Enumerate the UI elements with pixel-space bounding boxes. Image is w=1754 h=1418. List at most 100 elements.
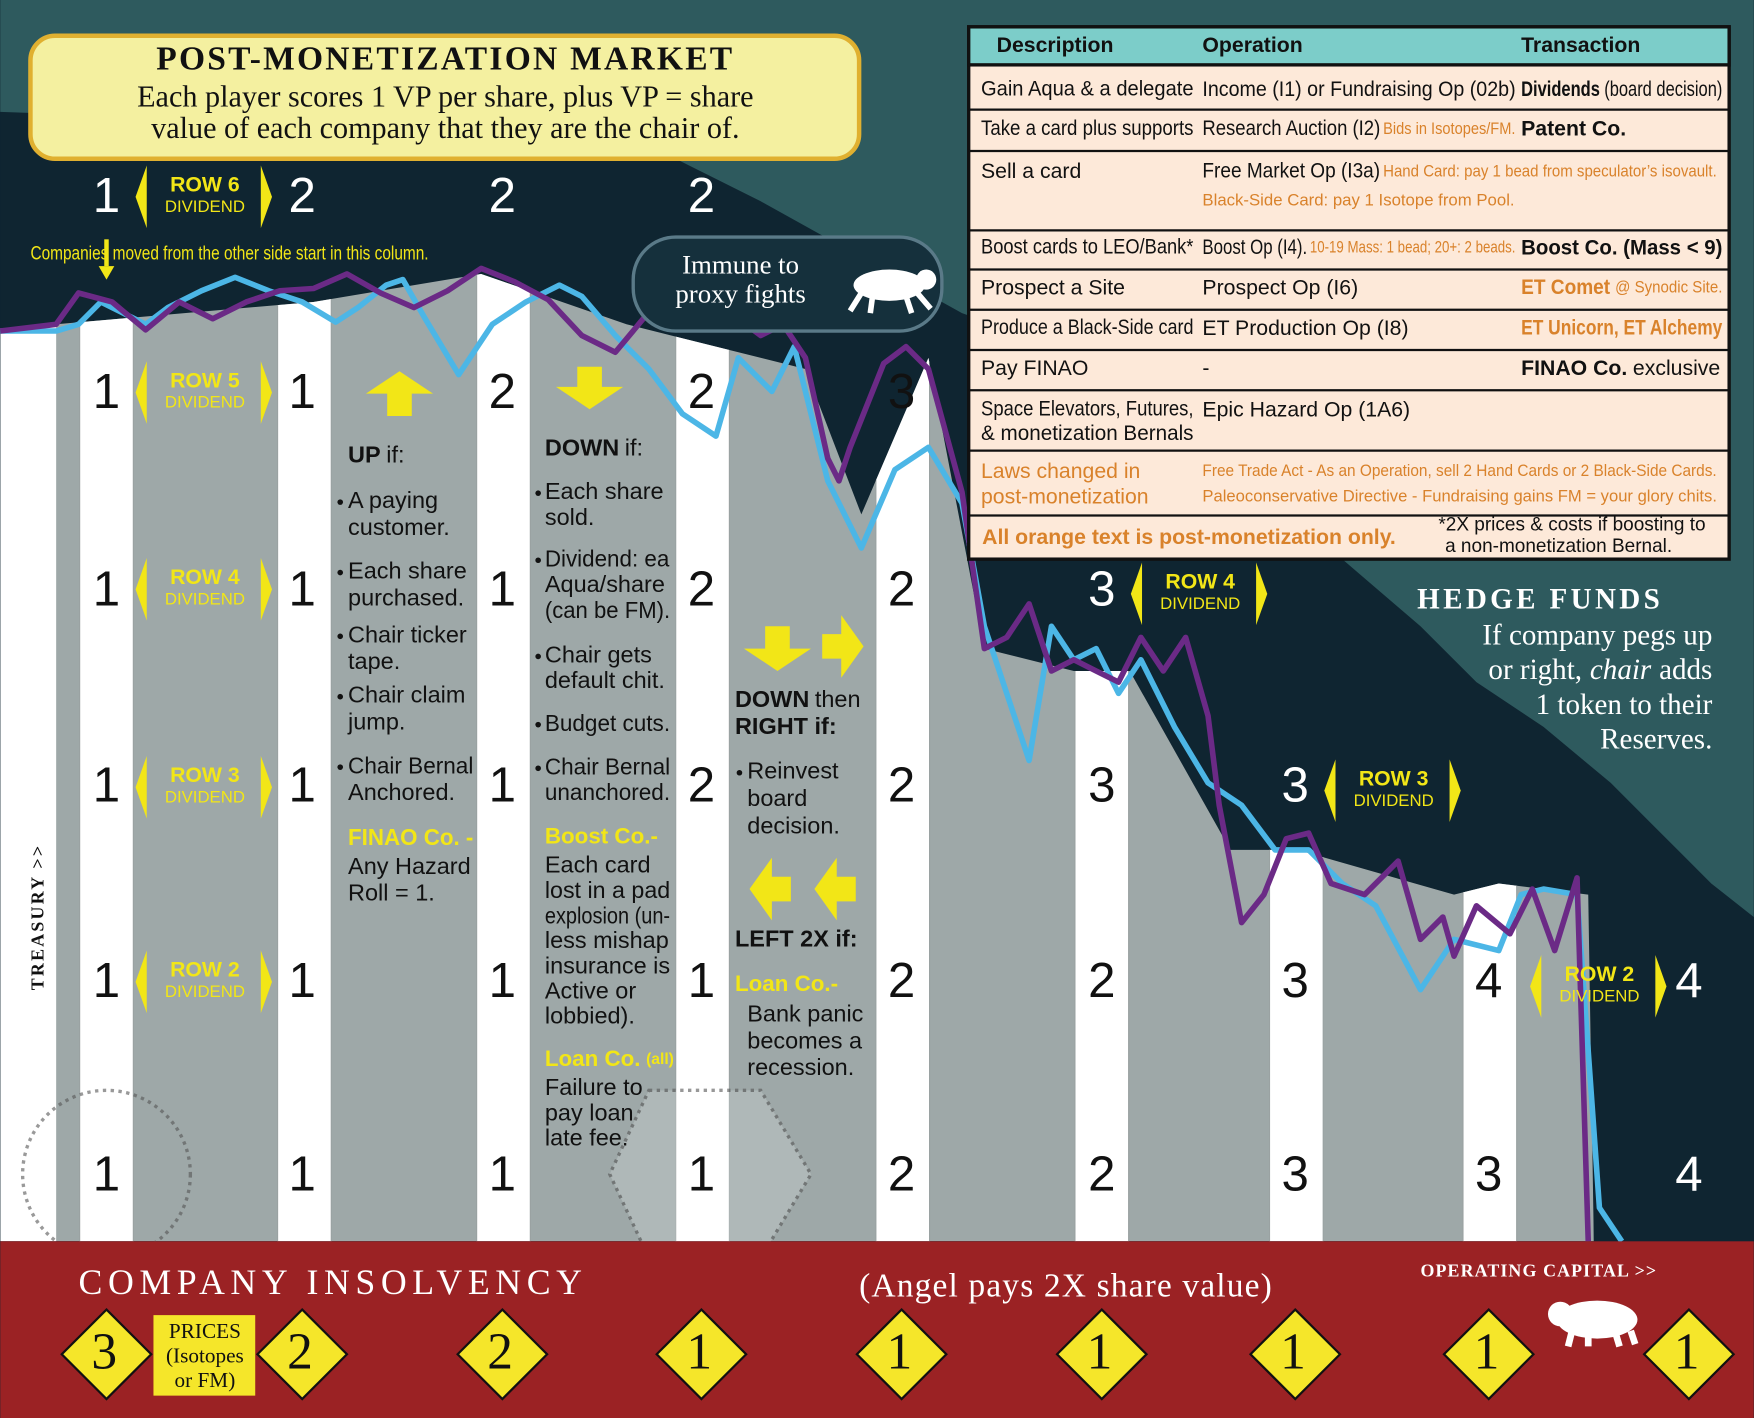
row-label-part: ROW 4 [1165,569,1235,593]
share-value: 2 [688,757,715,812]
left-title: LEFT 2X if: [735,926,858,952]
table-operation-part: Free Trade Act - As an Operation, sell 2… [1202,462,1716,481]
header-subtitle: value of each company that they are the … [151,111,739,145]
row-dividend-part: DIVIDEND [165,393,245,412]
table-description-part: Pay FINAO [981,356,1088,380]
note-arrow [98,266,115,280]
header-title-part: POST-MONETIZATION MARKET [156,40,734,77]
down-item-part: Aqua/share [545,571,665,597]
down-special-line: lobbied). [545,1003,635,1029]
table-footnote-part: *2X prices & costs if boosting to [1438,515,1705,536]
down-item-part: Chair gets [545,642,652,668]
up-item-part: Anchored. [348,779,455,805]
share-value-part: 2 [489,364,516,419]
row-label-part: ROW 4 [170,565,240,589]
share-value: 1 [93,168,120,223]
up-item: customer. [348,514,450,540]
bear-head [1547,1301,1573,1327]
share-value: 3 [1282,1147,1309,1202]
price-value: 1 [686,1323,712,1380]
table-description-part: Boost cards to LEO/Bank* [981,236,1194,260]
share-value: 2 [489,168,516,223]
immune-text-part: Immune to [682,249,799,279]
table-operation-part: 10-19 Mass: 1 bead; 20+: 2 beads. [1310,238,1516,257]
insolvency-note-part: (Angel pays 2X share value) [859,1267,1273,1304]
down-special-line: late fee. [545,1125,629,1151]
price-value: 1 [887,1323,913,1380]
marker-chevron [1530,955,1542,1018]
share-value: 4 [1475,953,1502,1008]
share-value: 2 [1088,953,1115,1008]
row-dividend: DIVIDEND [165,788,245,807]
share-value: 1 [93,364,120,419]
share-value: 3 [888,364,915,419]
share-value: 2 [1088,1147,1115,1202]
share-value: 2 [888,953,915,1008]
table-operation: Prospect Op (I6) [1202,275,1358,299]
left-title-part: LEFT 2X if: [735,926,858,952]
rules-table [967,25,1731,561]
table-operation-part: Free Market Op (I3a) [1202,160,1380,183]
down-right-title: RIGHT if: [735,713,837,739]
down-special-title-part: (all) [646,1051,674,1068]
down-special-line-part: Failure to [545,1074,643,1100]
row-dividend-part: DIVIDEND [165,197,245,216]
table-description-part: Produce a Black-Side card [981,316,1193,340]
bull-icon [847,269,937,315]
row-label-part: ROW 2 [170,957,240,981]
up-item-part: tape. [348,648,400,674]
share-value: 1 [688,1147,715,1202]
share-value: 4 [1675,1147,1702,1202]
row-label-part: ROW 3 [1359,766,1429,790]
share-value-part: 3 [1088,562,1115,617]
share-value-part: 1 [489,1147,516,1202]
up-item: Anchored. [348,779,455,805]
header-title: POST-MONETIZATION MARKET [156,40,734,77]
treasury-label-part: TREASURY >> [28,844,48,990]
table-description-part: Laws changed in [981,459,1140,483]
down-right-item: decision. [747,813,840,839]
share-value-part: 4 [1675,1147,1702,1202]
table-operation-part: ET Production Op (I8) [1202,315,1408,339]
marker-chevron [1655,955,1667,1018]
share-value: 2 [888,1147,915,1202]
prices-label: PRICES [169,1319,241,1343]
down-title-part: if: [625,435,643,461]
bullet [535,653,541,660]
bullet [337,764,344,770]
hedge-line-part: chair [1590,654,1652,686]
row-dividend: DIVIDEND [165,197,245,216]
table-transaction: Patent Co. [1521,116,1626,140]
up-special-line: Roll = 1. [348,880,435,906]
up-item-part: customer. [348,514,450,540]
up-item: jump. [347,709,405,735]
share-value: 1 [289,364,316,419]
share-value-part: 3 [1282,1147,1309,1202]
share-value-part: 4 [1675,953,1702,1008]
down-special-title: Loan Co. (all) [545,1046,674,1071]
table-transaction-part: exclusive [1633,356,1720,380]
price-value: 1 [1280,1323,1306,1380]
share-value-part: 2 [888,757,915,812]
table-operation: Free Trade Act - As an Operation, sell 2… [1202,462,1716,481]
down-special-line-part: lost in a pad [545,877,670,903]
table-transaction-part: (board decision) [1604,78,1722,101]
share-value-part: 4 [1475,953,1502,1008]
bullet [337,499,344,505]
bullet [535,557,541,564]
down-right-item-part: decision. [747,813,840,839]
stripe [675,273,730,1242]
marker-chevron [260,755,273,819]
table-operation: ET Production Op (I8) [1202,315,1408,339]
share-value-part: 3 [1282,757,1309,812]
up-special-title-part: FINAO Co. - [348,823,473,850]
table-operation: Income (I1) or Fundraising Op (02b) [1202,78,1515,102]
row-label: ROW 4 [170,565,240,589]
share-value: 1 [489,953,516,1008]
price-diamond [255,1307,349,1401]
marker-chevron [135,558,147,621]
price-diamond [456,1307,549,1401]
bull-head [916,269,937,290]
